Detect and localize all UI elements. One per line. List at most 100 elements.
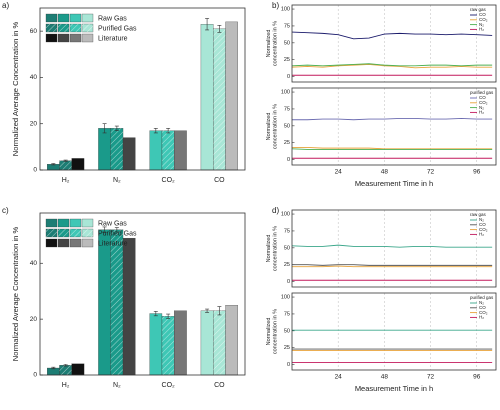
error-bar: [51, 366, 56, 370]
y-tick-label: 50: [284, 328, 290, 334]
legend-swatch: [57, 33, 70, 43]
y-tick-label: 100: [281, 212, 290, 218]
y-axis-label-line: Normalized: [266, 235, 272, 263]
y-axis-label: Normalizedconcentration in %: [266, 104, 279, 149]
line-series: [291, 31, 493, 40]
legend-title: raw gas: [470, 7, 487, 12]
y-axis-label-line: Normalized: [266, 30, 272, 58]
x-tick-label: N₂: [113, 382, 121, 389]
x-axis-label: Measurement Time in h: [355, 179, 433, 188]
legend-title: purified gas: [470, 295, 494, 300]
panel-label: a): [2, 1, 9, 10]
legend-swatch: [81, 13, 94, 23]
bar-hatch: [161, 130, 175, 170]
bar: [98, 229, 111, 376]
plot-frame: [291, 87, 497, 166]
bar-hatch: [213, 28, 226, 171]
y-axis-label-line: concentration in %: [273, 309, 279, 354]
x-tick-label: 72: [427, 169, 435, 176]
legend-hatch: [82, 24, 93, 32]
y-tick-label: 0: [287, 74, 290, 80]
y-tick-label: 40: [30, 260, 38, 267]
bar-hatch: [161, 316, 175, 375]
y-tick-label: 20: [30, 120, 38, 127]
plot-frame: [39, 212, 246, 376]
plot-frame: [291, 209, 497, 288]
legend-label: CO: [479, 305, 486, 310]
legend-hatch: [70, 24, 81, 32]
legend-label: CO₂: [479, 227, 488, 232]
panel-label: d): [272, 206, 279, 215]
bar: [149, 313, 163, 376]
y-tick-label: 25: [284, 57, 290, 63]
x-tick-label: 24: [335, 374, 343, 381]
error-bar: [63, 364, 68, 367]
y-tick-label: 100: [281, 7, 290, 13]
y-tick-label: 100: [281, 295, 290, 301]
x-tick-label: H₂: [62, 177, 70, 184]
bar: [174, 130, 187, 171]
panel-label: b): [272, 1, 279, 10]
y-tick-label: 25: [284, 345, 290, 351]
y-tick-label: 75: [284, 106, 290, 112]
y-tick-label: 60: [30, 28, 38, 35]
x-tick-label: 72: [427, 374, 435, 381]
error-bar: [51, 163, 56, 166]
x-tick-label: 96: [473, 374, 481, 381]
error-bar: [114, 227, 119, 233]
y-tick-label: 0: [33, 167, 37, 174]
y-tick-label: 50: [284, 40, 290, 46]
y-axis-label: Normalizedconcentration in %: [266, 21, 279, 66]
plot-frame: [291, 4, 497, 83]
x-tick-label: 24: [335, 169, 343, 176]
y-axis-label-line: concentration in %: [273, 104, 279, 149]
line-series: [292, 265, 493, 268]
y-tick-label: 20: [30, 316, 38, 323]
legend-hatch: [58, 229, 69, 237]
legend-label: CO₂: [479, 310, 488, 315]
y-axis-label: Normalizedconcentration in %: [266, 226, 279, 271]
line-series: [291, 63, 493, 69]
error-bar: [217, 25, 222, 33]
y-tick-label: 0: [287, 362, 290, 368]
legend-swatch: [45, 218, 58, 228]
legend-label: N₂: [479, 217, 484, 222]
legend-title: purified gas: [470, 90, 494, 95]
legend-swatch: [69, 218, 82, 228]
legend-swatch: [81, 33, 94, 43]
legend-hatch: [70, 229, 81, 237]
legend-label: H₂: [479, 27, 484, 32]
legend-label: CO₂: [479, 100, 488, 105]
legend-swatch: [81, 218, 94, 228]
legend-swatch: [57, 13, 70, 23]
error-bar: [205, 308, 210, 313]
y-tick-label: 0: [33, 372, 37, 379]
legend-swatch: [69, 33, 82, 43]
x-tick-label: CO: [214, 177, 225, 184]
legend-label: Literature: [98, 240, 128, 247]
error-bar: [63, 159, 68, 162]
legend-title: raw gas: [470, 212, 487, 217]
error-bar: [205, 18, 210, 31]
legend-hatch: [82, 229, 93, 237]
plot-frame: [39, 7, 246, 171]
y-tick-label: 0: [287, 157, 290, 163]
legend-label: H₂: [479, 232, 484, 237]
y-axis-label-line: Normalized: [266, 318, 272, 346]
y-tick-label: 100: [281, 90, 290, 96]
legend-label: Raw Gas: [98, 220, 127, 227]
y-axis-label-line: concentration in %: [273, 21, 279, 66]
y-axis-label-line: concentration in %: [273, 226, 279, 271]
x-tick-label: CO₂: [162, 382, 176, 389]
y-tick-label: 25: [284, 262, 290, 268]
x-tick-label: CO₂: [162, 177, 176, 184]
bar: [71, 363, 85, 376]
legend-label: CO: [479, 95, 486, 100]
x-tick-label: H₂: [62, 382, 70, 389]
y-tick-label: 25: [284, 140, 290, 146]
legend-label: CO: [479, 222, 486, 227]
legend-hatch: [58, 24, 69, 32]
bar: [225, 305, 238, 376]
legend-swatch: [69, 238, 82, 248]
legend-swatch: [57, 218, 70, 228]
